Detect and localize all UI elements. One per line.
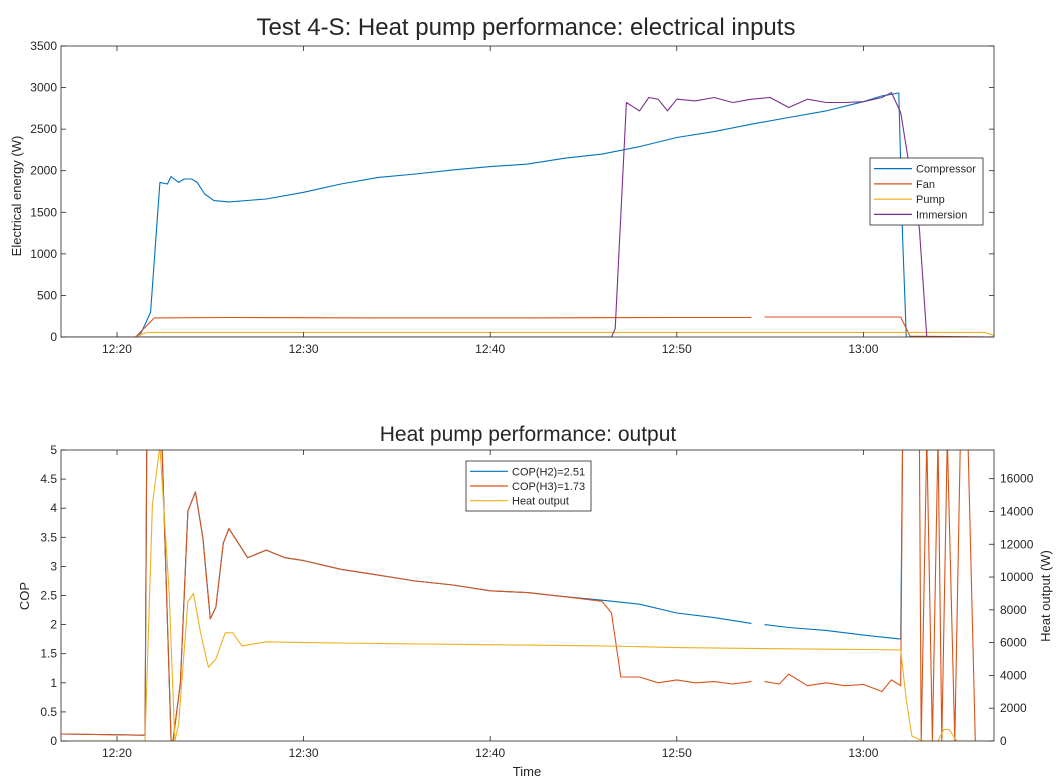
y-tick-label: 2500 <box>30 122 57 136</box>
x-tick-label: 12:20 <box>102 342 132 356</box>
series-line-pump <box>61 331 994 337</box>
y-tick-label: 3.5 <box>40 530 57 544</box>
x-tick-label: 12:40 <box>475 342 505 356</box>
y-tick-label: 1000 <box>30 247 57 261</box>
y-tick-label: 1.5 <box>40 647 57 661</box>
series-line-fan <box>61 316 994 337</box>
legend-label: Immersion <box>916 209 967 221</box>
legend-label: COP(H3)=1.73 <box>512 481 585 493</box>
series-line-heat-output <box>61 450 994 741</box>
x-tick-label: 12:50 <box>662 746 692 760</box>
axes-box <box>60 45 995 338</box>
y-tick-label: 1500 <box>30 205 57 219</box>
x-tick-label: 12:40 <box>475 746 505 760</box>
y-tick-label: 2.5 <box>40 589 57 603</box>
x-tick-label: 12:30 <box>289 342 319 356</box>
chart-title: Heat pump performance: output <box>380 423 677 446</box>
chart-electrical-inputs: Test 4-S: Heat pump performance: electri… <box>9 14 995 356</box>
y-tick-label: 3500 <box>30 39 57 53</box>
y-tick-label: 1 <box>50 676 57 690</box>
plot-area: 12:20 12:30 12:40 12:50 13:00 0 500 1000 1500 200… <box>30 39 995 356</box>
y-tick-label: 0 <box>50 734 57 748</box>
y-tick-label: 4.5 <box>40 472 57 486</box>
x-tick-label: 12:30 <box>289 746 319 760</box>
series-line-cop-h3-1-73 <box>61 450 976 741</box>
y2-tick-label: 10000 <box>1000 570 1034 584</box>
legend-label: Pump <box>916 194 945 206</box>
y-tick-label: 500 <box>37 288 57 302</box>
legend: COP(H2)=2.51 COP(H3)=1.73 Heat output <box>465 460 592 512</box>
legend-label: Fan <box>916 179 935 191</box>
y2-tick-label: 12000 <box>1000 537 1034 551</box>
x-tick-label: 12:20 <box>102 746 132 760</box>
y-tick-label: 3 <box>50 559 57 573</box>
y2-tick-label: 8000 <box>1000 603 1027 617</box>
y-tick-label: 2 <box>50 618 57 632</box>
plot-area: 12:20 12:30 12:40 12:50 13:00 0 0.5 1 1.5 2 2.5 3 3.… <box>40 443 1034 760</box>
y2-tick-label: 16000 <box>1000 472 1034 486</box>
y2-tick-label: 2000 <box>1000 701 1027 715</box>
y-tick-label: 5 <box>50 443 57 457</box>
y-tick-label: 0 <box>50 330 57 344</box>
y2-tick-label: 14000 <box>1000 504 1034 518</box>
x-tick-label: 12:50 <box>662 342 692 356</box>
y2-axis-label: Heat output (W) <box>1038 550 1053 642</box>
chart-output: Heat pump performance: output COP Heat o… <box>17 423 1053 779</box>
series-line-immersion <box>61 92 994 337</box>
y-tick-label: 3000 <box>30 81 57 95</box>
x-tick-label: 13:00 <box>848 746 878 760</box>
y-tick-label: 0.5 <box>40 705 57 719</box>
y-tick-label: 2000 <box>30 164 57 178</box>
y2-tick-label: 6000 <box>1000 636 1027 650</box>
y-tick-label: 4 <box>50 501 57 515</box>
y-axis-label: COP <box>17 582 32 610</box>
legend-label: COP(H2)=2.51 <box>512 466 585 478</box>
y2-tick-label: 4000 <box>1000 668 1027 682</box>
y-axis-label: Electrical energy (W) <box>9 136 24 257</box>
legend-label: Heat output <box>512 496 569 508</box>
series-line-compressor <box>61 92 994 337</box>
legend-label: Compressor <box>916 164 976 176</box>
x-axis-label: Time <box>513 764 541 779</box>
legend: Compressor Fan Pump Immersion <box>869 157 984 226</box>
y2-tick-label: 0 <box>1000 734 1007 748</box>
x-tick-label: 13:00 <box>848 342 878 356</box>
chart-title: Test 4-S: Heat pump performance: electri… <box>257 14 796 41</box>
